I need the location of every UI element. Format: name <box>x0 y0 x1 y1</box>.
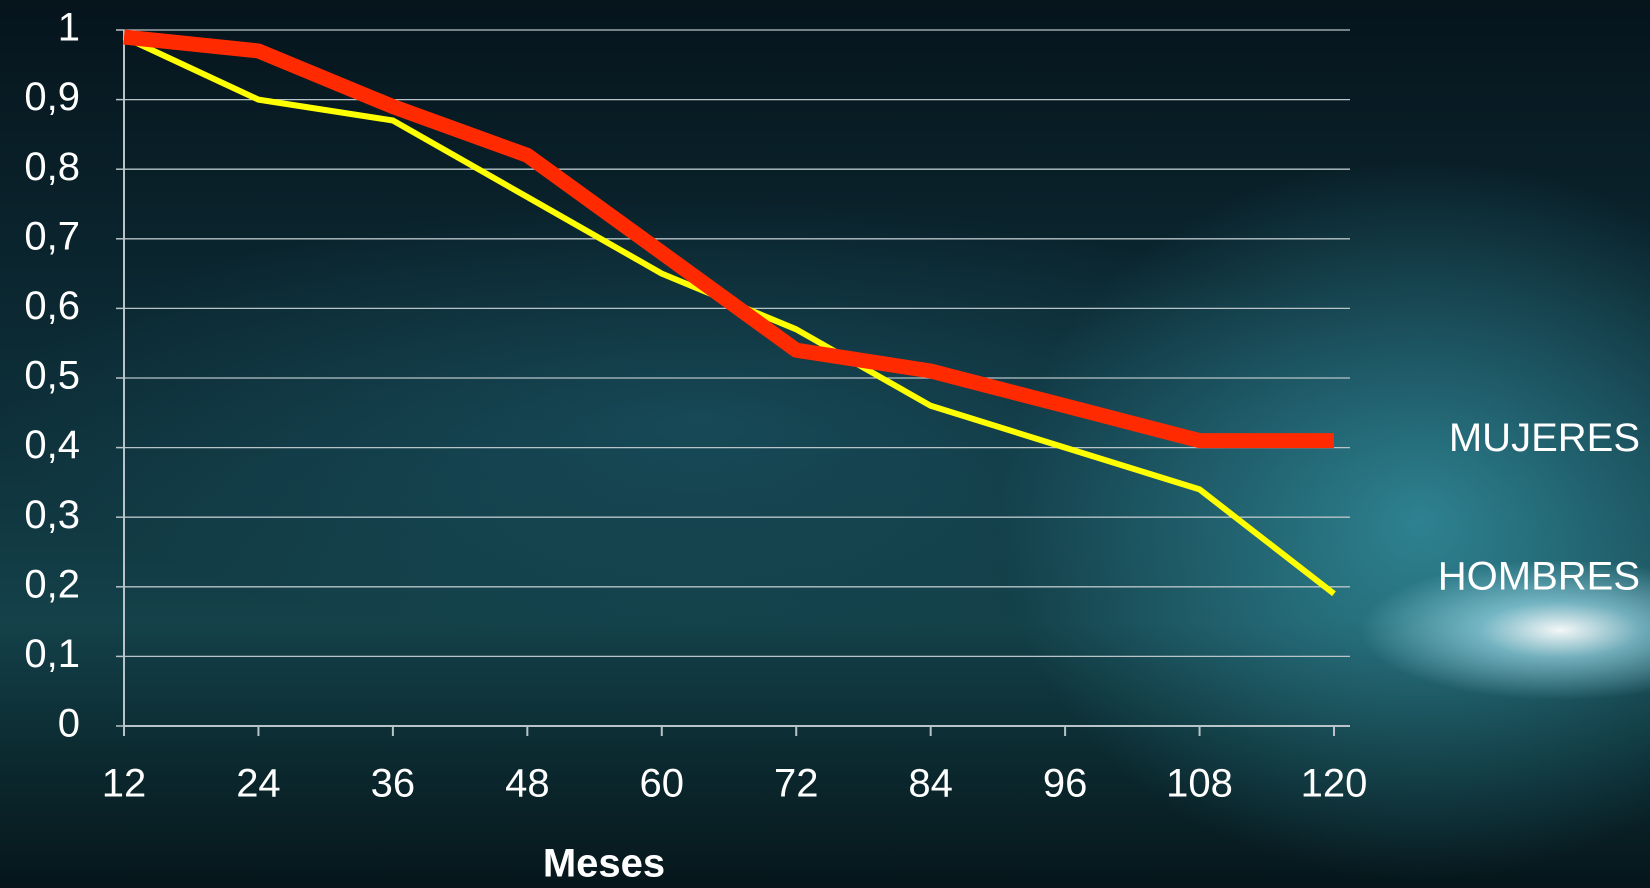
x-tick-label: 60 <box>640 762 685 806</box>
x-tick-label: 72 <box>774 762 819 806</box>
y-tick-label: 0,8 <box>24 145 80 189</box>
x-tick-label: 12 <box>102 762 147 806</box>
x-tick-label: 24 <box>236 762 281 806</box>
series-label: MUJERES <box>1449 416 1640 460</box>
y-tick-label: 0,1 <box>24 632 80 676</box>
x-tick-label: 108 <box>1166 762 1233 806</box>
y-tick-label: 0,5 <box>24 354 80 398</box>
x-tick-label: 36 <box>371 762 416 806</box>
x-tick-label: 120 <box>1301 762 1368 806</box>
y-tick-label: 0,2 <box>24 562 80 606</box>
y-tick-label: 0 <box>58 702 80 746</box>
y-tick-label: 0,7 <box>24 214 80 258</box>
series-label: HOMBRES <box>1438 554 1640 598</box>
y-tick-label: 0,6 <box>24 284 80 328</box>
x-tick-label: 96 <box>1043 762 1088 806</box>
x-tick-label: 84 <box>908 762 953 806</box>
y-tick-label: 0,4 <box>24 423 80 467</box>
y-tick-label: 0,9 <box>24 75 80 119</box>
y-tick-label: 0,3 <box>24 493 80 537</box>
x-tick-label: 48 <box>505 762 550 806</box>
series-line <box>122 34 1336 597</box>
series-line <box>123 29 1334 449</box>
x-axis-title: Meses <box>543 842 665 886</box>
y-tick-label: 1 <box>58 6 80 50</box>
